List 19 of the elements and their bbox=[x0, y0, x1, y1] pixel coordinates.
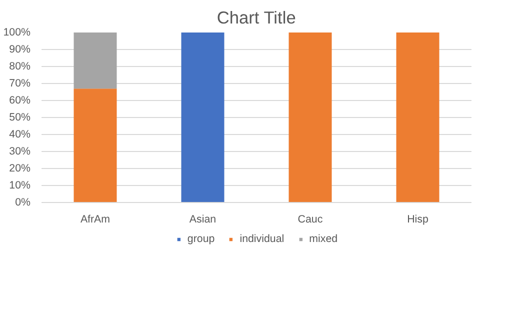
legend-label: group bbox=[187, 233, 215, 245]
y-tick-label: 90% bbox=[9, 44, 32, 56]
y-tick-label: 50% bbox=[9, 112, 32, 124]
chart-title: Chart Title bbox=[216, 8, 296, 28]
y-tick-label: 40% bbox=[9, 128, 32, 140]
y-tick-label: 20% bbox=[9, 162, 32, 174]
y-tick-label: 100% bbox=[3, 26, 32, 38]
y-tick-label: 80% bbox=[9, 60, 32, 72]
x-tick-label: Asian bbox=[189, 214, 216, 226]
x-tick-label: Cauc bbox=[298, 214, 324, 226]
legend-label: mixed bbox=[309, 233, 338, 245]
x-tick-label: AfrAm bbox=[80, 214, 110, 226]
x-tick-label: Hisp bbox=[407, 214, 428, 226]
legend-label: individual bbox=[240, 233, 284, 245]
y-tick-label: 60% bbox=[9, 94, 32, 106]
y-tick-label: 70% bbox=[9, 78, 32, 90]
y-tick-label: 0% bbox=[15, 196, 32, 208]
y-tick-label: 30% bbox=[9, 146, 32, 158]
y-tick-label: 10% bbox=[9, 180, 32, 192]
